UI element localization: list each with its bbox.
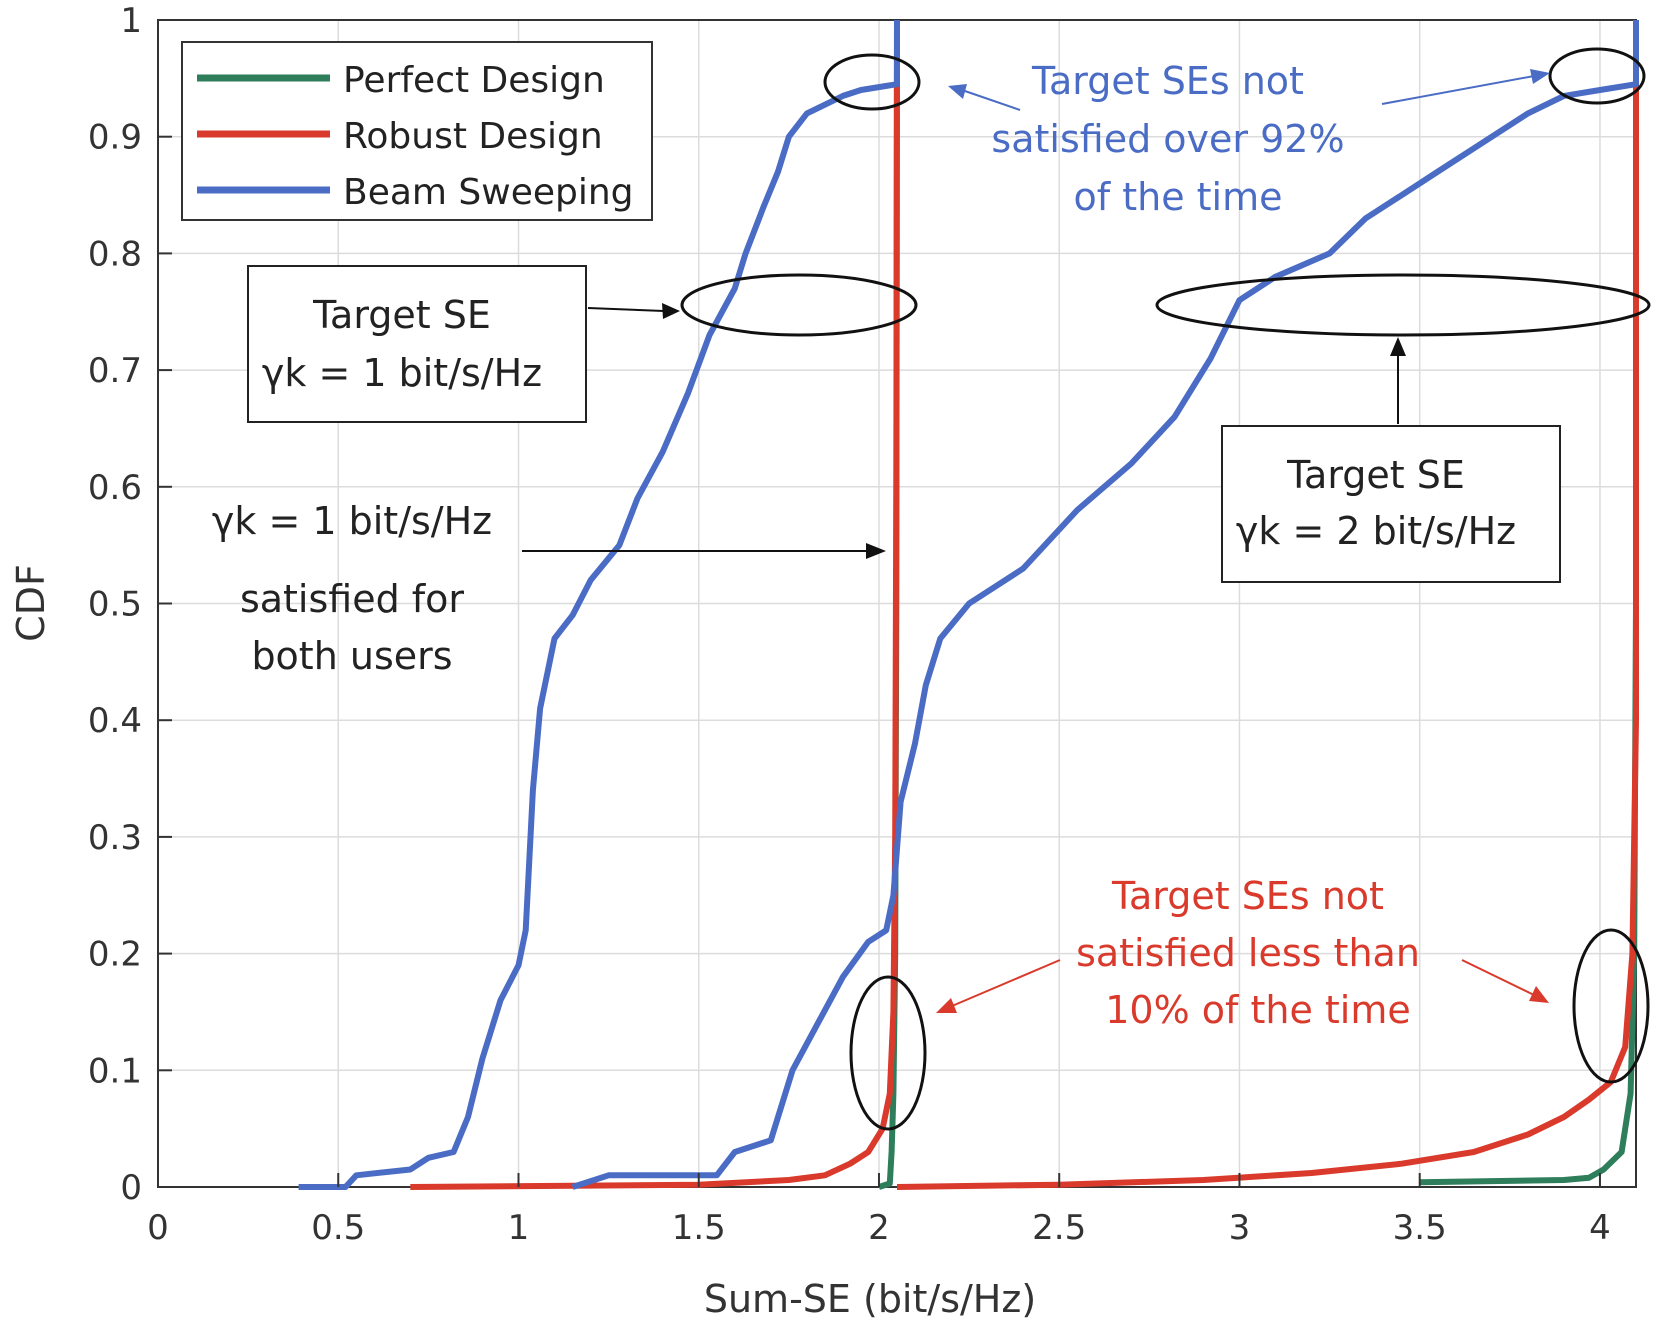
- y-tick-label: 0.7: [88, 351, 142, 391]
- arrow-satisfied-head: [866, 543, 886, 559]
- x-tick-label: 1: [508, 1208, 530, 1248]
- y-tick-label: 0.9: [88, 118, 142, 158]
- series-line-beam-sweeping-2: [571, 20, 1639, 1190]
- axis-ticks: 0 0.5 1 1.5 2 2.5 3 3.5 4 0 0.1 0.2 0.3 0.4 0.5 0.6 0.7 0…: [88, 1, 1611, 1248]
- x-tick-label: 4: [1589, 1208, 1611, 1248]
- x-tick-label: 0: [147, 1208, 169, 1248]
- y-tick-label: 1: [120, 1, 142, 41]
- y-tick-label: 0.2: [88, 935, 142, 975]
- arrow-beam-left: [961, 89, 1021, 111]
- legend-label-robust: Robust Design: [343, 116, 603, 157]
- x-tick-label: 2: [868, 1208, 890, 1248]
- target-se-1-title: Target SE: [312, 293, 491, 337]
- series-lines: [298, 19, 1639, 1190]
- highlight-ellipses: [680, 47, 1651, 1131]
- arrow-robust-right-head: [1529, 986, 1549, 1003]
- y-tick-label: 0.1: [88, 1051, 142, 1091]
- arrow-target-se-2-head: [1390, 337, 1406, 356]
- series-line-robust-design-1: [410, 19, 900, 1190]
- robust-note-line3: 10% of the time: [1105, 988, 1411, 1032]
- y-tick-label: 0.6: [88, 468, 142, 508]
- x-tick-label: 1.5: [672, 1208, 726, 1248]
- x-tick-label: 3: [1229, 1208, 1251, 1248]
- arrow-target-se-1: [587, 307, 665, 312]
- target-se-2-box: [1221, 425, 1561, 583]
- y-tick-label: 0.3: [88, 818, 142, 858]
- x-tick-label: 2.5: [1032, 1208, 1086, 1248]
- beam-note-line1: Target SEs not: [1031, 59, 1304, 103]
- arrow-robust-left: [951, 959, 1061, 1007]
- target-se-1-box: [247, 265, 587, 423]
- arrow-robust-right: [1461, 959, 1535, 996]
- x-tick-label: 3.5: [1393, 1208, 1447, 1248]
- arrow-beam-left-head: [948, 84, 967, 99]
- ellipse-target-1: [680, 273, 918, 337]
- robust-note-line2: satisfied less than: [1076, 931, 1420, 975]
- target-se-2-title: Target SE: [1286, 453, 1465, 497]
- satisfied-note-line2: satisfied for: [240, 577, 464, 621]
- legend-label-beam: Beam Sweeping: [343, 172, 634, 213]
- x-axis-label: Sum-SE (bit/s/Hz): [704, 1277, 1036, 1321]
- target-se-2-value: γk = 2 bit/s/Hz: [1236, 509, 1516, 553]
- y-tick-label: 0.5: [88, 585, 142, 625]
- ellipse-target-2: [1155, 273, 1651, 337]
- legend-label-perfect: Perfect Design: [343, 60, 605, 101]
- arrow-beam-right: [1381, 75, 1535, 105]
- beam-note-line2: satisfied over 92%: [991, 117, 1344, 161]
- y-axis-label: CDF: [9, 564, 53, 642]
- arrow-target-se-1-head: [662, 303, 680, 319]
- y-tick-label: 0: [120, 1168, 142, 1208]
- legend: Perfect Design Robust Design Beam Sweepi…: [181, 41, 653, 221]
- ellipse-robust-left: [849, 975, 927, 1131]
- ellipse-beam-top-left: [823, 53, 921, 111]
- series-line-beam-sweeping-1: [298, 20, 900, 1190]
- arrow-beam-right-head: [1530, 69, 1550, 84]
- satisfied-note-line1: γk = 1 bit/s/Hz: [212, 499, 492, 543]
- annotation-arrows: [522, 69, 1550, 1013]
- y-tick-label: 0.4: [88, 701, 142, 741]
- beam-note-line3: of the time: [1074, 175, 1283, 219]
- arrow-robust-left-head: [936, 998, 957, 1013]
- y-tick-label: 0.8: [88, 234, 142, 274]
- target-se-1-value: γk = 1 bit/s/Hz: [262, 351, 542, 395]
- series-line-robust-design-2: [896, 20, 1639, 1190]
- satisfied-note-line3: both users: [251, 634, 452, 678]
- robust-note-line1: Target SEs not: [1111, 874, 1384, 918]
- x-tick-label: 0.5: [311, 1208, 365, 1248]
- ellipse-robust-right: [1572, 928, 1650, 1084]
- ellipse-beam-top-right: [1548, 47, 1646, 105]
